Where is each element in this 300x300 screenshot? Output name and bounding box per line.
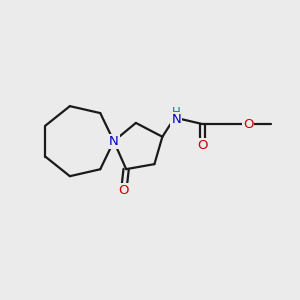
Text: O: O (118, 184, 129, 197)
Text: H: H (172, 106, 181, 119)
Text: N: N (171, 112, 181, 126)
Text: N: N (109, 135, 119, 148)
Text: O: O (243, 118, 253, 130)
Text: O: O (197, 139, 208, 152)
